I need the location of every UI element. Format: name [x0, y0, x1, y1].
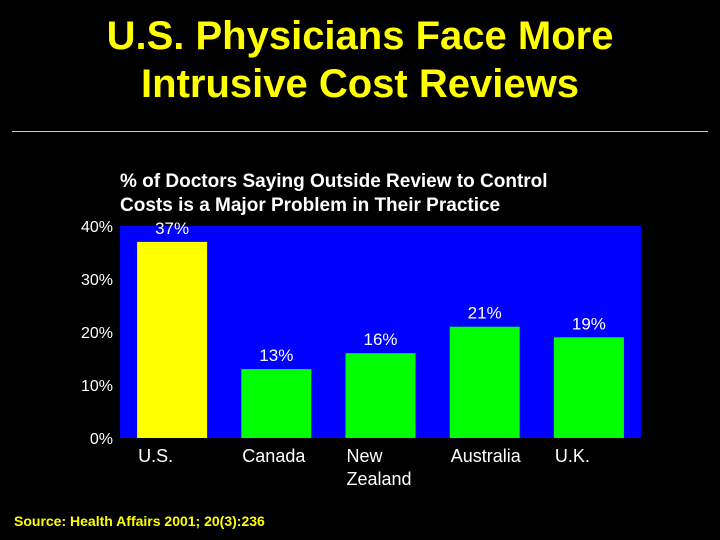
category-label: New Zealand	[347, 446, 412, 489]
data-label: 16%	[363, 330, 397, 349]
slide-title-line-1: U.S. Physicians Face More	[106, 14, 614, 58]
category-label-line: U.S.	[138, 446, 173, 466]
category-label: Canada	[242, 446, 306, 466]
category-label-line: U.K.	[555, 446, 590, 466]
slide-title: U.S. Physicians Face More Intrusive Cost…	[0, 12, 720, 108]
y-tick-label: 0%	[90, 431, 113, 448]
category-label: Australia	[451, 446, 522, 466]
y-axis: 0% 10% 20% 30% 40%	[81, 219, 113, 448]
bar	[241, 369, 312, 438]
bar	[449, 326, 520, 438]
x-axis: U.S. Canada New Zealand Australia U.K.	[138, 446, 590, 489]
title-divider	[12, 131, 708, 132]
category-label: U.K.	[555, 446, 590, 466]
chart-title-line-1: % of Doctors Saying Outside Review to Co…	[120, 171, 548, 192]
chart-title-line-2: Costs is a Major Problem in Their Practi…	[120, 195, 501, 216]
y-tick-label: 20%	[81, 325, 113, 342]
data-label: 13%	[259, 346, 293, 365]
slide-title-line-2: Intrusive Cost Reviews	[141, 62, 579, 106]
category-label-line: Zealand	[347, 469, 412, 489]
category-label: U.S.	[138, 446, 173, 466]
category-label-line: Australia	[451, 446, 522, 466]
data-label: 19%	[572, 314, 606, 333]
source-note: Source: Health Affairs 2001; 20(3):236	[14, 513, 265, 529]
y-tick-label: 40%	[81, 219, 113, 236]
y-tick-label: 10%	[81, 378, 113, 395]
y-tick-label: 30%	[81, 272, 113, 289]
chart-title: % of Doctors Saying Outside Review to Co…	[120, 170, 680, 218]
category-label-line: New	[347, 446, 384, 466]
bars	[137, 241, 624, 438]
category-label-line: Canada	[242, 446, 306, 466]
data-label: 37%	[155, 219, 189, 238]
bar	[345, 353, 416, 438]
bar	[553, 337, 624, 438]
data-label: 21%	[468, 304, 502, 323]
bar	[137, 241, 208, 438]
data-labels: 37% 13% 16% 21% 19%	[155, 219, 606, 365]
